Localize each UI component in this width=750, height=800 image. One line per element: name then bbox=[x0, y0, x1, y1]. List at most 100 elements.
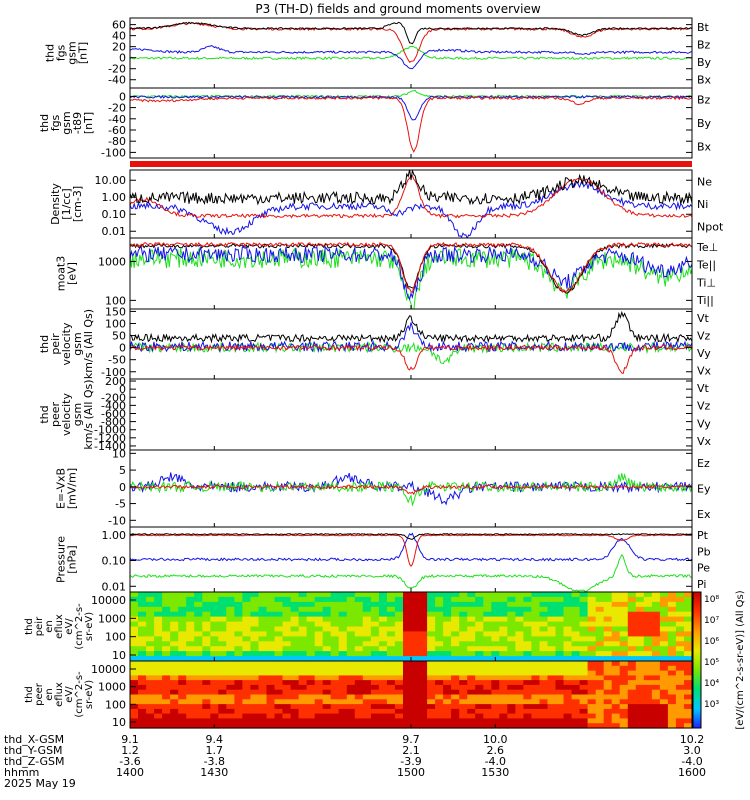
spectro-cell bbox=[443, 699, 452, 705]
spectro-cell bbox=[595, 704, 605, 710]
colorbar-tick-label: 10⁸ bbox=[704, 595, 719, 605]
spectro-cell bbox=[443, 621, 452, 628]
spectro-cell bbox=[386, 656, 396, 662]
spectro-cell bbox=[362, 718, 372, 724]
spectro-cell bbox=[130, 651, 139, 657]
y-axis-label: gsm bbox=[71, 332, 84, 355]
spectro-cell bbox=[170, 616, 179, 623]
spectro-cell bbox=[459, 694, 468, 700]
spectro-cell bbox=[571, 694, 581, 700]
y-tick-label: 50 bbox=[112, 330, 126, 343]
spectro-cell bbox=[378, 661, 388, 667]
spectro-cell bbox=[675, 694, 685, 700]
spectro-cell bbox=[611, 699, 621, 705]
spectro-cell bbox=[651, 718, 661, 724]
spectro-cell bbox=[386, 592, 396, 598]
spectro-cell bbox=[531, 636, 540, 642]
spectro-cell bbox=[411, 699, 420, 705]
spectro-cell bbox=[210, 675, 219, 681]
spectro-cell bbox=[643, 694, 653, 700]
colorbar-tick-label: 10⁵ bbox=[704, 658, 719, 668]
spectro-cell bbox=[138, 718, 147, 724]
spectro-cell bbox=[547, 621, 557, 628]
spectro-cell bbox=[587, 708, 597, 715]
spectro-cell bbox=[362, 631, 372, 637]
spectro-cell bbox=[274, 704, 284, 710]
spectro-cell bbox=[274, 713, 284, 719]
spectro-cell bbox=[210, 616, 219, 623]
spectro-cell bbox=[667, 661, 677, 667]
spectro-cell bbox=[443, 656, 452, 662]
spectro-cell bbox=[571, 616, 581, 623]
series-1-0 bbox=[130, 89, 692, 99]
spectro-cell bbox=[571, 713, 581, 719]
spectro-cell bbox=[130, 621, 139, 628]
spectro-cell bbox=[499, 708, 508, 715]
spectro-cell bbox=[684, 708, 693, 715]
spectro-cell bbox=[483, 680, 492, 686]
spectro-cell bbox=[435, 656, 444, 662]
spectro-cell bbox=[659, 699, 669, 705]
spectro-cell bbox=[611, 718, 621, 724]
spectro-cell bbox=[234, 592, 243, 598]
spectro-cell bbox=[507, 631, 516, 637]
spectro-cell bbox=[475, 646, 484, 652]
spectro-cell bbox=[467, 621, 476, 628]
spectro-cell bbox=[483, 621, 492, 628]
spectro-cell bbox=[627, 611, 637, 618]
y-axis-label: (cm^2-s- bbox=[74, 603, 85, 650]
y-axis-label: gsm bbox=[66, 41, 79, 64]
spectro-cell bbox=[611, 596, 621, 603]
spectro-cell bbox=[202, 606, 211, 613]
spectro-cell bbox=[643, 646, 653, 652]
spectro-cell bbox=[322, 641, 332, 647]
spectro-cell bbox=[531, 670, 540, 676]
spectro-cell bbox=[595, 621, 605, 628]
spectro-cell bbox=[459, 592, 468, 598]
legend-entry: Pb bbox=[697, 545, 711, 558]
y-axis-label: [nPa] bbox=[66, 545, 79, 573]
spectro-cell bbox=[635, 665, 645, 672]
spectro-cell bbox=[250, 656, 259, 662]
spectro-cell bbox=[611, 704, 621, 710]
spectro-cell bbox=[443, 646, 452, 652]
spectro-cell bbox=[459, 723, 468, 729]
spectro-cell bbox=[507, 611, 516, 618]
spectro-cell bbox=[435, 596, 444, 603]
spectro-cell bbox=[675, 713, 685, 719]
spectro-cell bbox=[258, 646, 268, 652]
spectro-cell bbox=[170, 601, 179, 608]
spectro-cell bbox=[459, 718, 468, 724]
spectro-cell bbox=[627, 699, 637, 705]
x-axis-value: 9.1 bbox=[121, 733, 139, 746]
spectro-cell bbox=[491, 689, 500, 696]
spectro-cell bbox=[226, 611, 235, 618]
spectro-cell bbox=[451, 621, 460, 628]
spectro-cell bbox=[419, 684, 428, 691]
spectro-cell bbox=[170, 626, 179, 632]
spectro-cell bbox=[266, 694, 276, 700]
spectro-cell bbox=[210, 713, 219, 719]
spectro-cell bbox=[378, 665, 388, 672]
spectro-cell bbox=[226, 680, 235, 686]
spectro-cell bbox=[684, 665, 693, 672]
spectro-cell bbox=[290, 616, 300, 623]
legend-entry: Ey bbox=[697, 483, 711, 496]
spectro-cell bbox=[250, 641, 259, 647]
spectro-cell bbox=[475, 641, 484, 647]
spectro-cell bbox=[354, 665, 364, 672]
spectro-cell bbox=[515, 596, 524, 603]
spectro-cell bbox=[619, 694, 629, 700]
spectro-cell bbox=[411, 680, 420, 686]
spectro-cell bbox=[571, 689, 581, 696]
spectro-cell bbox=[451, 675, 460, 681]
spectro-cell bbox=[595, 616, 605, 623]
spectro-cell bbox=[298, 626, 308, 632]
spectro-cell bbox=[419, 601, 428, 608]
spectro-cell bbox=[170, 636, 179, 642]
spectro-cell bbox=[282, 641, 292, 647]
spectro-cell bbox=[603, 626, 613, 632]
spectro-cell bbox=[539, 636, 549, 642]
spectro-cell bbox=[619, 631, 629, 637]
spectro-cell bbox=[443, 670, 452, 676]
